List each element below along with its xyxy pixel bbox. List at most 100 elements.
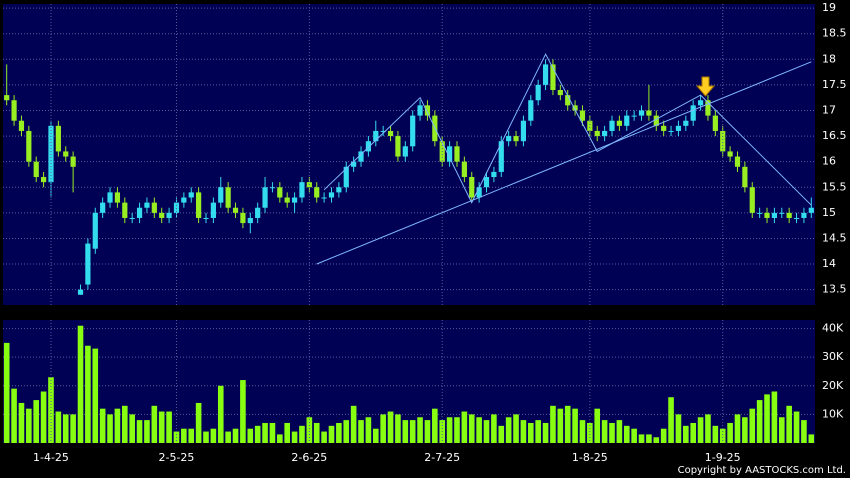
y-tick-label: 17.5 [822,78,847,91]
volume-bar [3,342,10,443]
volume-bar [380,414,386,443]
volume-bar [92,348,99,443]
candle-body [33,161,39,178]
volume-bar [299,425,305,443]
volume-bar [70,414,76,443]
volume-bar [343,420,350,443]
candle-body [653,115,659,126]
volume-bar [594,408,601,443]
volume-bar [609,422,615,443]
volume-bar [808,434,815,443]
candle-body [793,217,800,219]
candle-body [173,202,180,213]
volume-bar [690,422,696,443]
volume-bar [675,414,682,443]
volume-bar [18,402,25,443]
y-tick-label: 40K [822,322,844,335]
candle-body [550,64,556,90]
x-tick-label: 2-6-25 [291,451,327,464]
volume-bar [712,425,719,443]
candle-body [727,151,733,157]
price-panel [3,4,815,305]
candle-body [225,187,231,208]
candle-body [417,105,423,116]
candle-body [358,151,364,162]
candle-body [291,197,298,203]
volume-bar [195,402,202,443]
volume-bar [328,425,335,443]
volume-bar [468,414,475,443]
volume-bar [756,400,763,443]
y-tick-label: 14.5 [822,231,847,244]
volume-bar [77,325,84,443]
y-tick-label: 14 [822,257,836,270]
candle-body [565,95,571,106]
candle-body [712,115,718,131]
candle-body [247,217,253,224]
volume-bar [742,417,748,443]
candle-body [690,105,696,121]
volume-bar [395,414,401,443]
candle-body [100,202,106,213]
candle-body [240,212,246,224]
volume-bar [557,408,564,443]
candle-body [609,120,615,131]
volume-bar [505,417,512,443]
trendline [323,53,812,206]
volume-bar [778,417,785,443]
plot-layer: 13.5 14 14.5 15 15.5 16 16.5 17 17.5 18 18.5 19 10K 2… [3,1,847,464]
candle-body [771,212,777,218]
volume-bar [513,414,519,443]
y-tick-label: 20K [822,379,844,392]
volume-bar [247,428,254,443]
volume-bar [432,408,438,443]
candle-body [114,192,121,203]
x-tick-label: 1-8-25 [572,451,608,464]
candle-body [542,64,549,85]
volume-bar [40,391,47,443]
candle-body [638,110,645,116]
candle-body [18,120,25,131]
volume-bar [719,428,726,443]
candle-body [380,130,386,132]
candle-body [351,161,357,167]
candle-body [402,146,408,157]
volume-bar [749,408,756,443]
volume-bar [697,417,704,443]
y-tick-label: 15 [822,206,836,219]
volume-bar [660,428,667,443]
volume-bar [122,405,128,443]
candle-body [395,136,401,157]
volume-bar [801,420,807,443]
volume-bar [564,405,571,443]
candle-body [365,141,371,152]
candle-body [55,125,61,152]
volume-bar [203,431,209,443]
volume-bar [476,417,482,443]
candle-body [210,202,216,218]
candle-body [92,212,98,249]
candle-body [269,187,276,189]
volume-bar [240,380,246,443]
candle-body [255,207,261,218]
x-tick-label: 2-7-25 [424,451,460,464]
candle-body [63,151,69,157]
volume-bar [542,422,549,443]
signal-arrow [695,76,716,97]
candle-body [513,136,519,142]
candle-body [668,130,674,132]
volume-bar [764,394,770,443]
volume-bar [579,420,586,443]
candle-body [528,100,534,121]
candle-body [181,197,187,203]
volume-bar [601,420,608,443]
candle-body [203,217,209,219]
candle-body [424,105,431,116]
volume-bar [771,391,778,443]
candle-body [48,125,54,183]
volume-bar [166,411,172,443]
candle-body [4,95,10,101]
candle-body [491,171,497,178]
candle-body [557,90,563,96]
volume-bar [181,428,187,443]
